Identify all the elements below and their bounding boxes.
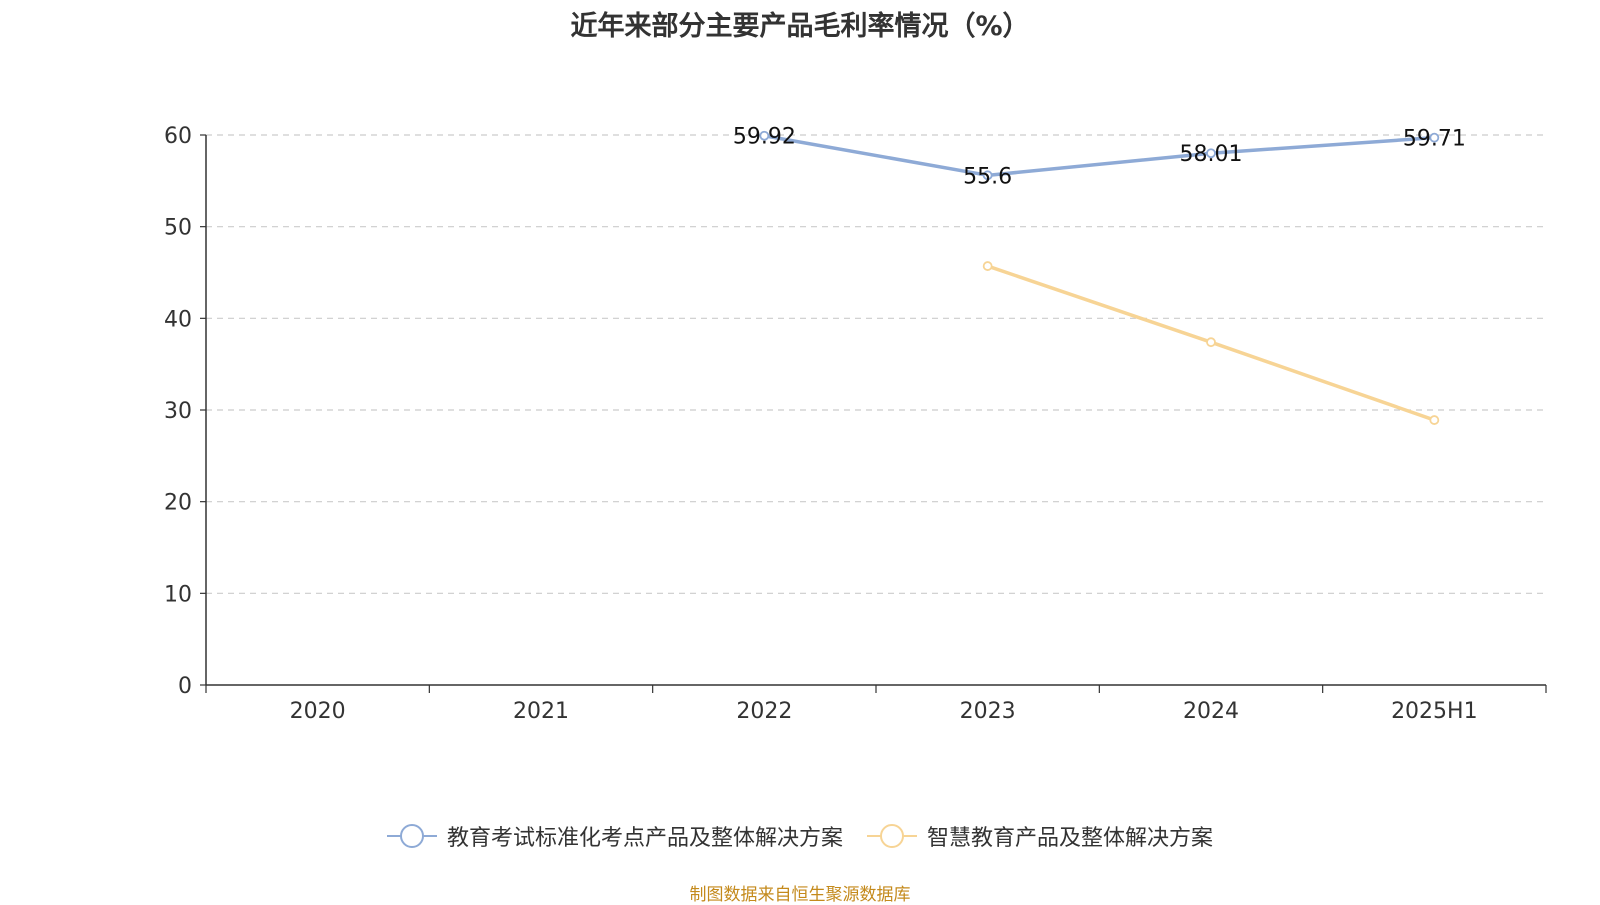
data-point <box>1206 148 1216 159</box>
data-point <box>1429 415 1440 425</box>
legend: 教育考试标准化考点产品及整体解决方案 智慧教育产品及整体解决方案 <box>0 820 1600 852</box>
x-tick-label: 2024 <box>1183 699 1239 724</box>
y-tick-label: 60 <box>164 124 192 149</box>
chart-title: 近年来部分主要产品毛利率情况（%） <box>570 11 1030 42</box>
legend-marker-series-1 <box>386 823 437 849</box>
x-tick-label: 2021 <box>513 699 569 724</box>
data-point <box>982 170 993 181</box>
y-tick-label: 30 <box>164 399 192 424</box>
source-note: 制图数据来自恒生聚源数据库 <box>689 885 911 905</box>
x-tick-label: 2025H1 <box>1391 699 1478 724</box>
series-line-1 <box>764 134 1435 178</box>
data-point <box>1206 337 1216 348</box>
y-tick-label: 50 <box>164 216 192 241</box>
legend-item-series-2[interactable]: 智慧教育产品及整体解决方案 <box>867 820 1213 852</box>
x-tick-label: 2020 <box>290 699 346 724</box>
x-tick-label: 2023 <box>960 699 1016 724</box>
legend-label-series-2: 智慧教育产品及整体解决方案 <box>927 826 1214 851</box>
x-tick-label: 2022 <box>736 699 792 724</box>
data-point <box>1429 132 1440 143</box>
legend-marker-series-2 <box>867 823 917 849</box>
legend-label-series-1: 教育考试标准化考点产品及整体解决方案 <box>446 826 843 851</box>
y-tick-label: 20 <box>164 491 192 516</box>
y-tick-label: 0 <box>178 674 192 699</box>
y-tick-label: 40 <box>164 307 192 332</box>
legend-item-series-1[interactable]: 教育考试标准化考点产品及整体解决方案 <box>386 820 843 852</box>
data-point <box>982 261 993 271</box>
data-label: 59.71 <box>1403 127 1466 152</box>
data-label: 58.01 <box>1180 142 1243 167</box>
data-label: 55.6 <box>963 164 1012 189</box>
data-point <box>759 130 770 141</box>
data-label: 59.92 <box>733 125 796 150</box>
y-tick-label: 10 <box>164 582 192 607</box>
